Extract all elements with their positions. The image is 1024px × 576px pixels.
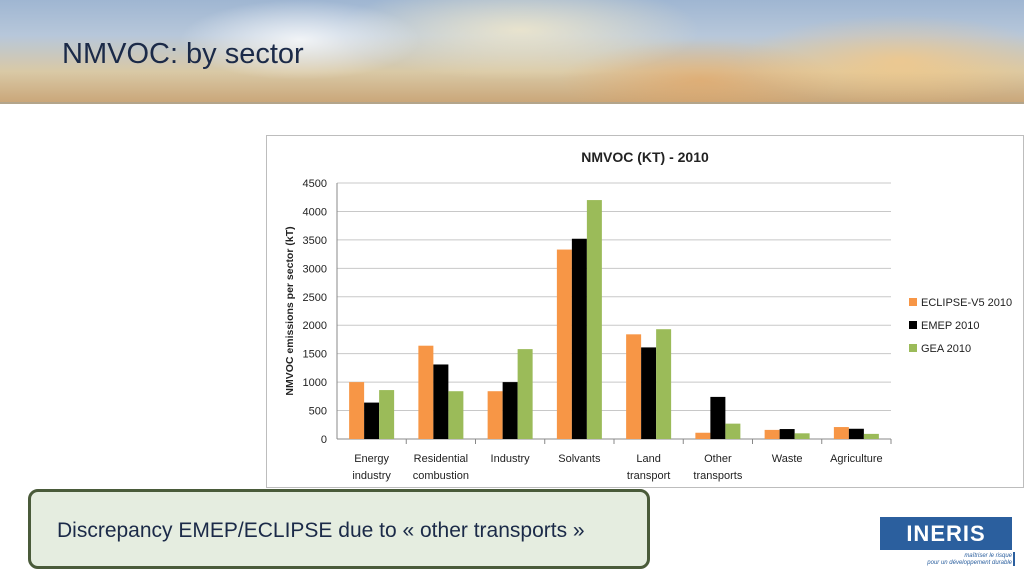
logo-tagline-line-1: maîtriser le risque xyxy=(964,553,1012,559)
bar-eclipse-v5-2010 xyxy=(626,334,642,439)
x-tick-label: Solvants xyxy=(558,453,601,465)
bar-gea-2010 xyxy=(517,349,533,439)
bar-gea-2010 xyxy=(794,433,810,439)
x-tick-label: Industry xyxy=(491,453,531,465)
legend-label: GEA 2010 xyxy=(921,343,971,355)
bar-emep-2010 xyxy=(502,382,518,439)
x-tick-label: Other xyxy=(704,453,732,465)
chart-frame: NMVOC (KT) - 2010 0 500 1000 1500 2000 2500 300… xyxy=(266,135,1024,488)
y-tick-label: 1000 xyxy=(303,377,327,389)
bar-gea-2010 xyxy=(379,390,395,439)
y-tick-label: 0 xyxy=(321,434,327,446)
x-tick-label: transport xyxy=(627,470,670,482)
x-tick-label: industry xyxy=(352,470,391,482)
legend-label: EMEP 2010 xyxy=(921,320,980,332)
legend-swatch xyxy=(909,321,917,329)
bar-emep-2010 xyxy=(848,428,864,439)
y-tick-label: 500 xyxy=(309,406,327,418)
y-tick-label: 1500 xyxy=(303,349,327,361)
bar-chart: NMVOC (KT) - 2010 0 500 1000 1500 2000 2500 300… xyxy=(284,149,1012,482)
bar-gea-2010 xyxy=(448,391,464,439)
bar-emep-2010 xyxy=(364,402,380,439)
bar-gea-2010 xyxy=(586,200,602,439)
bar-emep-2010 xyxy=(571,238,587,439)
bar-gea-2010 xyxy=(863,433,879,439)
header-banner: NMVOC: by sector xyxy=(0,0,1024,104)
legend-swatch xyxy=(909,298,917,306)
bar-eclipse-v5-2010 xyxy=(833,427,849,439)
y-tick-label: 4500 xyxy=(303,178,327,190)
logo-accent-bar xyxy=(1013,552,1015,566)
x-tick-label: transports xyxy=(693,470,742,482)
logo-tagline-line-2: pour un développement durable xyxy=(927,560,1012,566)
slide-title: NMVOC: by sector xyxy=(62,38,304,70)
y-tick-label: 2500 xyxy=(303,292,327,304)
bar-eclipse-v5-2010 xyxy=(764,429,780,439)
y-tick-label: 3000 xyxy=(303,263,327,275)
x-tick-label: Land xyxy=(636,453,660,465)
x-tick-label: Agriculture xyxy=(830,453,883,465)
bar-emep-2010 xyxy=(433,364,449,439)
bar-eclipse-v5-2010 xyxy=(349,382,365,439)
bar-emep-2010 xyxy=(710,396,726,439)
x-tick-label: combustion xyxy=(413,470,469,482)
y-tick-label: 3500 xyxy=(303,235,327,247)
bar-emep-2010 xyxy=(779,429,795,439)
chart-title: NMVOC (KT) - 2010 xyxy=(581,149,709,165)
bar-eclipse-v5-2010 xyxy=(556,249,572,439)
logo-text: INERIS xyxy=(906,521,986,546)
x-tick-label: Energy xyxy=(354,453,389,465)
legend-swatch xyxy=(909,344,917,352)
logo-tagline: maîtriser le risque pour un développemen… xyxy=(886,553,1012,567)
bar-gea-2010 xyxy=(725,423,741,439)
x-tick-label: Residential xyxy=(414,453,468,465)
callout-box: Discrepancy EMEP/ECLIPSE due to « other … xyxy=(28,489,650,569)
bar-emep-2010 xyxy=(641,347,657,439)
ineris-logo: INERIS xyxy=(880,517,1012,550)
y-tick-label: 2000 xyxy=(303,320,327,332)
y-axis-label: NMVOC emissions per sector (kT) xyxy=(284,226,296,395)
y-tick-label: 4000 xyxy=(303,206,327,218)
bar-gea-2010 xyxy=(656,329,672,439)
legend-label: ECLIPSE-V5 2010 xyxy=(921,297,1012,309)
callout-text: Discrepancy EMEP/ECLIPSE due to « other … xyxy=(57,519,585,542)
bar-eclipse-v5-2010 xyxy=(418,345,434,439)
bar-eclipse-v5-2010 xyxy=(695,432,711,439)
bar-eclipse-v5-2010 xyxy=(487,391,503,439)
x-tick-label: Waste xyxy=(772,453,803,465)
